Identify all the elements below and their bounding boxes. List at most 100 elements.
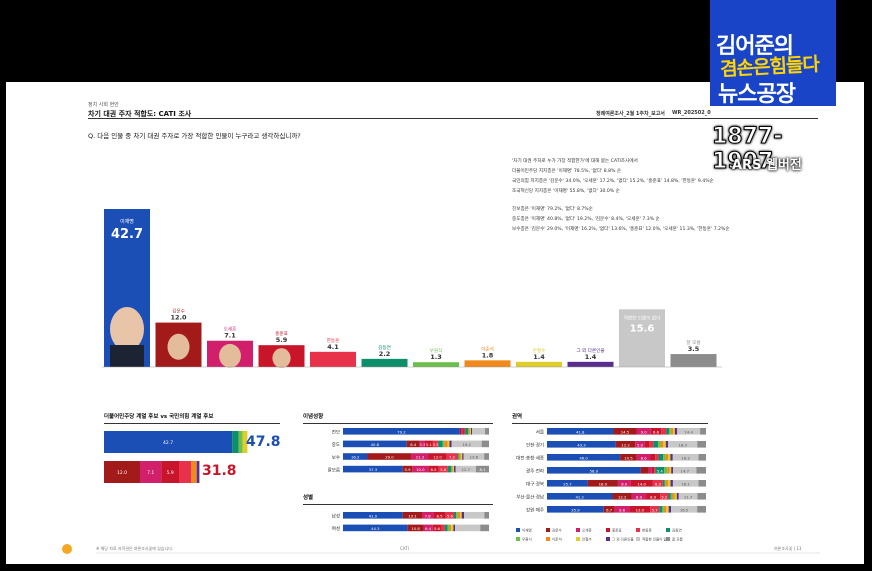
report-page: 이재명 42.7 김문수 12.0 오세훈 7.1 홍준표 5.9 한동훈 4.1 김동연 2.2 우원… xyxy=(6,82,864,564)
bar-value-label: 15.6 xyxy=(630,323,655,334)
footer-left: ※ 해당 자료 저작권은 여론조사꽃에 있습니다. xyxy=(96,546,174,551)
stacked-segment xyxy=(406,440,420,448)
stacked-segment xyxy=(455,465,477,473)
chart-bar xyxy=(567,361,614,367)
row-label: 보수 xyxy=(332,455,340,461)
stacked-segment xyxy=(469,428,471,435)
bar-value-label: 1.4 xyxy=(585,353,597,361)
stacked-segment xyxy=(445,512,454,519)
legend-label: 그 외 다른인물 xyxy=(612,537,634,542)
stacked-segment xyxy=(480,524,489,532)
stacked-segment xyxy=(658,441,661,448)
gender-rule xyxy=(303,504,493,505)
stacked-segment xyxy=(653,441,659,448)
note-line: 더불어민주당 지지층은 '이재명' 78.5%, '없다' 8.8% 순 xyxy=(512,169,622,174)
row-label: 서울 xyxy=(536,429,544,436)
segment-label: 5.9 xyxy=(405,467,412,472)
stacked-segment xyxy=(650,454,656,461)
stacked-segment xyxy=(457,512,460,519)
stacked-segment xyxy=(465,428,469,435)
segment-label: 8.4 xyxy=(410,442,417,447)
stacked-segment xyxy=(670,493,673,500)
stacked-segment xyxy=(547,467,641,474)
stacked-segment xyxy=(677,428,701,435)
stacked-segment xyxy=(612,493,632,500)
matchup-segment-label: 12.0 xyxy=(117,470,127,476)
segment-label: 8.5 xyxy=(437,513,444,518)
bar-value-label: 12.0 xyxy=(170,314,187,322)
stacked-segment xyxy=(650,428,662,435)
stacked-segment xyxy=(649,441,654,448)
segment-label: 9.0 xyxy=(641,429,648,434)
note-line: 보수층은 '김문수' 29.0%, '이재명' 16.2%, '없다' 13.6… xyxy=(512,227,730,232)
stacked-segment xyxy=(644,441,650,448)
legend-label: 김동연 xyxy=(672,528,682,533)
logo-background xyxy=(710,0,836,106)
stacked-segment xyxy=(432,440,439,448)
bar-value-label: 7.1 xyxy=(224,332,236,340)
stacked-segment xyxy=(658,454,664,461)
stacked-segment xyxy=(636,428,651,435)
matchup-segment-label: 5.9 xyxy=(167,470,174,476)
chart-bar xyxy=(413,362,459,367)
stacked-segment xyxy=(456,512,458,519)
stacked-segment xyxy=(620,454,637,461)
stacked-segment xyxy=(463,453,485,460)
stacked-segment xyxy=(476,465,489,473)
stacked-segment xyxy=(660,493,669,500)
stacked-segment xyxy=(663,441,666,448)
report-label: 정례여론조사_2월 1주차_보고서 xyxy=(596,111,665,117)
chart-bar xyxy=(361,358,408,367)
segment-label: 11.3 xyxy=(416,455,425,460)
stacked-segment xyxy=(547,441,616,448)
region-rule xyxy=(512,423,708,424)
segment-label: 13.6 xyxy=(470,455,479,460)
stacked-segment xyxy=(617,480,631,487)
stacked-segment xyxy=(485,428,489,435)
segment-label: 6.5 xyxy=(431,467,438,472)
stacked-segment xyxy=(453,512,457,519)
stacked-segment xyxy=(659,506,663,513)
stacked-segment xyxy=(670,480,673,487)
stacked-segment xyxy=(640,467,649,474)
legend-swatch xyxy=(606,528,610,532)
segment-label: 43.3 xyxy=(577,442,586,447)
stacked-segment xyxy=(457,453,459,460)
stacked-segment xyxy=(343,512,403,519)
stacked-segment xyxy=(447,465,451,473)
segment-label: 14.4 xyxy=(684,429,693,434)
bar-category-label: 그 외 다른인물 xyxy=(576,347,604,354)
segment-label: 14.7 xyxy=(681,468,690,473)
stacked-segment xyxy=(697,506,706,513)
segment-label: 37.3 xyxy=(369,467,378,472)
matchup-title: 더불어민주당 계열 후보 vs 국민의힘 계열 후보 xyxy=(104,414,214,420)
segment-label: 8.1 xyxy=(479,467,486,472)
bar-category-label: 이재명 xyxy=(120,218,134,225)
stacked-segment xyxy=(650,506,660,513)
segment-label: 40.8 xyxy=(371,442,380,447)
stacked-segment xyxy=(458,453,460,460)
segment-label: 12.2 xyxy=(621,442,630,447)
bar-category-label: 한동훈 xyxy=(327,337,340,344)
segment-label: 16.5 xyxy=(680,507,689,512)
stacked-segment xyxy=(603,506,615,513)
segment-label: 16.2 xyxy=(681,455,690,460)
row-label: 대전·충청·세종 xyxy=(516,455,544,462)
note-line: 조국혁신당 지지층은 '이재명' 55.8%, '없다' 30.0% 순 xyxy=(512,189,620,194)
stacked-segment xyxy=(419,440,425,448)
logo-phone: 1877-1907 xyxy=(712,124,783,175)
segment-label: 41.8 xyxy=(576,429,585,434)
stacked-segment xyxy=(453,465,455,473)
segment-label: 5.6 xyxy=(447,513,454,518)
stacked-segment xyxy=(470,428,472,435)
stacked-segment xyxy=(666,506,669,513)
stacked-segment xyxy=(462,428,464,435)
logo-subtitle: ARS 웹버전 xyxy=(732,158,802,173)
segment-label: 10.0 xyxy=(416,467,425,472)
legend-label: 안철수 xyxy=(582,537,592,542)
segment-label: 6.4 xyxy=(425,526,432,531)
stacked-segment xyxy=(669,467,672,474)
segment-label: 5.1 xyxy=(426,442,433,447)
bar-value-label: 1.3 xyxy=(430,353,442,361)
stacked-segment xyxy=(484,512,489,519)
